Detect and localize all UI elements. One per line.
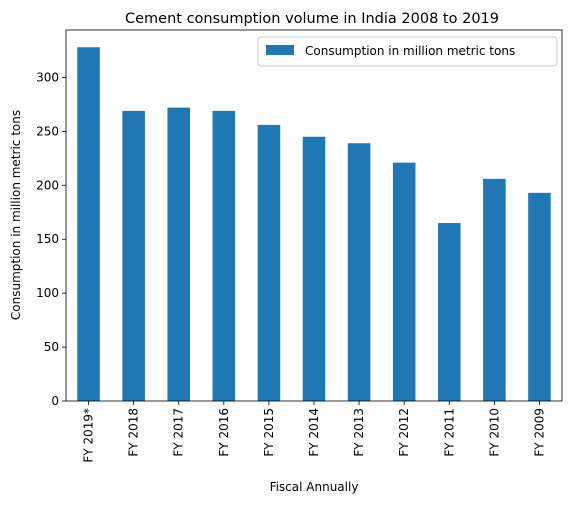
bar [438, 223, 461, 401]
bar [77, 47, 100, 401]
bar [483, 178, 506, 401]
y-tick-label: 150 [36, 232, 59, 246]
x-tick-label: FY 2019* [82, 408, 96, 463]
x-tick-label: FY 2017 [172, 408, 186, 457]
x-tick-label: FY 2016 [217, 408, 231, 457]
x-tick-label: FY 2011 [442, 408, 456, 457]
bar [122, 110, 145, 401]
y-tick-label: 200 [36, 178, 59, 192]
bar [257, 124, 281, 401]
bar [302, 136, 326, 401]
x-tick-label: FY 2013 [352, 408, 366, 457]
bars-group [77, 47, 551, 402]
plot-frame [65, 29, 563, 402]
legend-swatch [266, 45, 294, 55]
y-tick-label: 300 [36, 70, 59, 84]
legend-label: Consumption in million metric tons [305, 44, 515, 58]
y-tick-label: 50 [44, 340, 59, 354]
bar [392, 162, 416, 401]
y-tick-label: 100 [36, 286, 59, 300]
legend-frame [257, 36, 558, 67]
x-tick-label: FY 2018 [127, 408, 141, 457]
x-axis: FY 2019* FY 2018 FY 2017 FY 2016 FY 2015 FY 2… [82, 401, 546, 463]
x-axis-label: Fiscal Annually [270, 480, 359, 494]
y-axis-label: Consumption in million metric tons [9, 110, 23, 320]
legend: Consumption in million metric tons [257, 36, 558, 67]
x-tick-label: FY 2014 [307, 408, 321, 457]
x-tick-label: FY 2012 [397, 408, 411, 457]
bar [347, 143, 371, 402]
bar [528, 192, 551, 401]
bar [212, 110, 236, 401]
chart-title: Cement consumption volume in India 2008 … [125, 11, 499, 27]
y-tick-label: 0 [51, 394, 59, 408]
x-tick-label: FY 2009 [532, 408, 546, 457]
y-axis: 0 50 100 150 200 250 300 [36, 70, 66, 408]
bar [167, 107, 190, 402]
y-tick-label: 250 [36, 124, 59, 138]
x-tick-label: FY 2010 [487, 408, 501, 457]
x-tick-label: FY 2015 [262, 408, 276, 457]
